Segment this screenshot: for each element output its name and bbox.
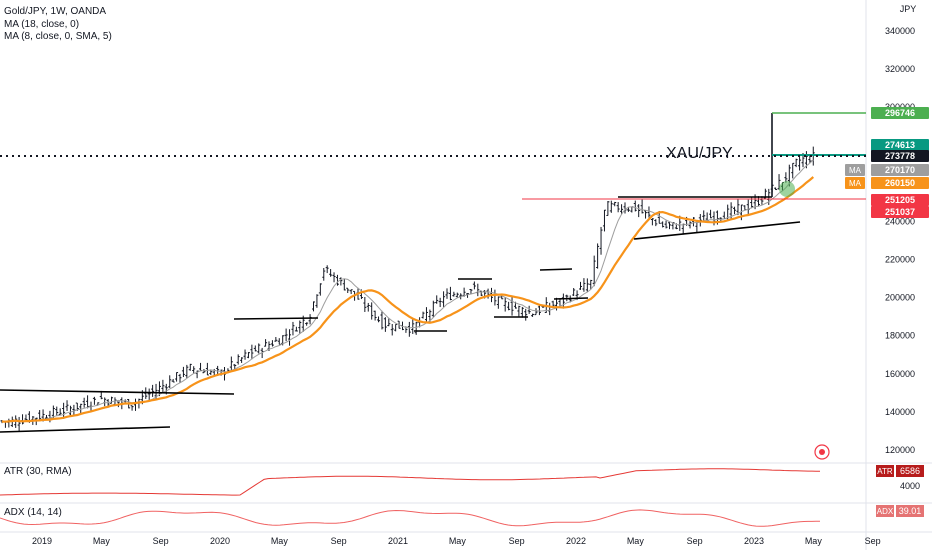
x-tick-label: 2023 <box>744 536 764 546</box>
y-tick-label: 140000 <box>885 407 915 417</box>
annotation-label: XAU/JPY <box>666 145 733 162</box>
breakout-marker <box>779 181 795 197</box>
ma-tag-label: MA <box>849 179 862 188</box>
y-tick-label: 240000 <box>885 216 915 226</box>
ma-tag-box <box>845 177 865 189</box>
x-tick-label: May <box>449 536 467 546</box>
x-tick-label: Sep <box>687 536 703 546</box>
price-label-text: 260150 <box>885 178 915 188</box>
y-axis-unit: JPY <box>900 4 917 14</box>
x-tick-label: 2019 <box>32 536 52 546</box>
y-tick-label: 340000 <box>885 26 915 36</box>
price-label-text: 270170 <box>885 165 915 175</box>
price-label-box <box>871 107 929 119</box>
price-label-text: 251037 <box>885 207 915 217</box>
adx-value-box <box>896 505 924 517</box>
price-label-text: 251205 <box>885 195 915 205</box>
ma18-line <box>1 176 815 423</box>
price-label-box <box>871 194 929 206</box>
price-label-box <box>871 206 929 218</box>
x-tick-label: May <box>271 536 289 546</box>
y-tick-label: 220000 <box>885 255 915 265</box>
y-tick-label: 120000 <box>885 445 915 455</box>
x-tick-label: Sep <box>153 536 169 546</box>
target-icon <box>814 444 830 460</box>
resistance-line <box>0 389 235 395</box>
adx-legend[interactable]: ADX (14, 14) <box>4 507 62 518</box>
resistance-line <box>233 317 319 320</box>
price-label-box <box>871 164 929 176</box>
adx-line <box>0 509 820 527</box>
triangle-bottom-line <box>633 221 801 240</box>
price-label-box <box>871 139 929 151</box>
adx-value: 39.01 <box>899 506 922 516</box>
x-tick-label: Sep <box>865 536 881 546</box>
price-label-text: 274613 <box>885 140 915 150</box>
ma18-legend[interactable]: MA (18, close, 0) <box>4 19 80 30</box>
x-tick-label: May <box>93 536 111 546</box>
atr-tick-label: 4000 <box>900 481 920 491</box>
x-tick-label: Sep <box>331 536 347 546</box>
ma-tag-box <box>845 164 865 176</box>
price-label-text: 273778 <box>885 151 915 161</box>
ma-tag-label: MA <box>849 166 862 175</box>
y-tick-label: 200000 <box>885 293 915 303</box>
atr-badge-box <box>876 465 894 477</box>
adx-badge: ADX <box>877 507 894 516</box>
adx-badge-box <box>876 505 894 517</box>
atr-line <box>0 468 820 496</box>
ma8-legend[interactable]: MA (8, close, 0, SMA, 5) <box>4 31 112 42</box>
symbol-legend[interactable]: Gold/JPY, 1W, OANDA <box>4 6 107 17</box>
x-tick-label: May <box>805 536 823 546</box>
price-bars <box>0 146 815 432</box>
x-tick-label: Sep <box>509 536 525 546</box>
x-tick-label: 2021 <box>388 536 408 546</box>
x-tick-label: May <box>627 536 645 546</box>
resistance-line <box>539 268 573 271</box>
target-icon-center <box>819 449 825 455</box>
price-label-box <box>871 150 929 162</box>
support-line <box>0 426 171 433</box>
atr-legend[interactable]: ATR (30, RMA) <box>4 466 72 477</box>
atr-value-box <box>896 465 924 477</box>
x-tick-label: 2022 <box>566 536 586 546</box>
price-label-text: 296746 <box>885 108 915 118</box>
support-line <box>553 297 589 300</box>
y-tick-label: 320000 <box>885 64 915 74</box>
y-tick-label: 180000 <box>885 331 915 341</box>
atr-value: 6586 <box>900 466 920 476</box>
x-tick-label: 2020 <box>210 536 230 546</box>
price-label-box <box>871 177 929 189</box>
atr-badge: ATR <box>877 467 893 476</box>
y-tick-label: 160000 <box>885 369 915 379</box>
